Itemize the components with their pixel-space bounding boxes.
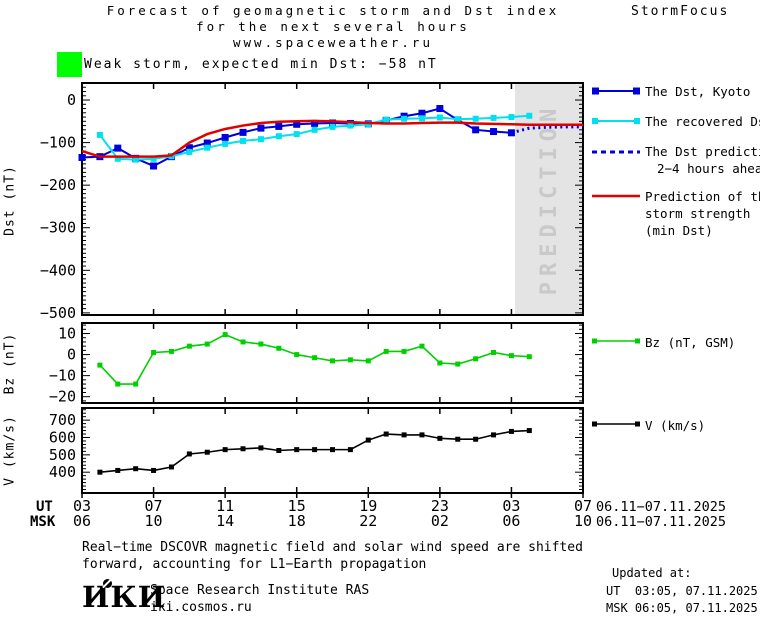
svg-text:−300: −300 xyxy=(40,219,76,237)
svg-text:MSK: MSK xyxy=(30,514,56,530)
svg-text:0: 0 xyxy=(67,346,76,364)
svg-text:10: 10 xyxy=(574,512,592,530)
svg-text:UT: UT xyxy=(36,499,53,515)
svg-text:02: 02 xyxy=(431,512,449,530)
v-axis-label: V (km/s) xyxy=(2,415,18,486)
svg-text:−200: −200 xyxy=(40,176,76,194)
svg-text:06: 06 xyxy=(73,512,91,530)
storm-status-text: Weak storm, expected min Dst: −58 nT xyxy=(84,57,438,72)
legend-v-label: V (km/s) xyxy=(645,418,706,433)
storm-level-swatch xyxy=(57,52,82,77)
site-link[interactable]: www.spaceweather.ru xyxy=(233,35,433,50)
brand-label: StormFocus xyxy=(631,4,730,19)
footer-note-line1: Real−time DSCOVR magnetic field and sola… xyxy=(82,540,583,555)
svg-text:15: 15 xyxy=(288,497,306,515)
dst-axis-label: Dst (nT) xyxy=(2,165,18,236)
footer-note-line2: forward, accounting for L1−Earth propaga… xyxy=(82,557,427,572)
svg-text:400: 400 xyxy=(49,463,76,481)
legend-dst-kyoto-label: The Dst, Kyoto xyxy=(645,84,751,99)
svg-text:18: 18 xyxy=(288,512,306,530)
svg-text:06.11−07.11.2025: 06.11−07.11.2025 xyxy=(596,499,726,515)
title-line-2: for the next several hours xyxy=(196,19,470,34)
svg-text:−100: −100 xyxy=(40,134,76,152)
updated-ut: UT 03:05, 07.11.2025 xyxy=(606,584,758,598)
svg-text:−20: −20 xyxy=(49,388,76,406)
svg-text:06.11−07.11.2025: 06.11−07.11.2025 xyxy=(596,514,726,530)
svg-text:600: 600 xyxy=(49,428,76,446)
legend-bz-label: Bz (nT, GSM) xyxy=(645,335,736,350)
svg-text:03: 03 xyxy=(73,497,91,515)
legend-prediction-label: The Dst prediction 2−4 hours ahead xyxy=(645,144,760,176)
title-line-1: Forecast of geomagnetic storm and Dst in… xyxy=(106,3,560,18)
svg-text:0: 0 xyxy=(67,91,76,109)
svg-text:−10: −10 xyxy=(49,367,76,385)
svg-text:22: 22 xyxy=(359,512,377,530)
iki-logo-leaf-icon xyxy=(103,579,112,588)
svg-text:10: 10 xyxy=(145,512,163,530)
updated-msk: MSK 06:05, 07.11.2025 xyxy=(606,601,758,615)
svg-text:06: 06 xyxy=(502,512,520,530)
svg-text:19: 19 xyxy=(359,497,377,515)
legend-recovered-label: The recovered Dst xyxy=(645,114,760,129)
svg-text:07: 07 xyxy=(145,497,163,515)
svg-text:11: 11 xyxy=(216,497,234,515)
page-title: Forecast of geomagnetic storm and Dst in… xyxy=(83,3,583,51)
institute-site-link[interactable]: iki.cosmos.ru xyxy=(150,600,252,615)
svg-text:PREDICTION: PREDICTION xyxy=(537,103,562,295)
updated-at-label: Updated at: xyxy=(612,566,692,580)
legend-strength-label: Prediction of the storm strength (min Ds… xyxy=(645,189,760,238)
iki-logo: ИКИ xyxy=(82,580,167,614)
svg-text:03: 03 xyxy=(502,497,520,515)
svg-text:−400: −400 xyxy=(40,261,76,279)
svg-text:23: 23 xyxy=(431,497,449,515)
svg-text:−500: −500 xyxy=(40,304,76,322)
svg-text:10: 10 xyxy=(58,325,76,343)
svg-text:700: 700 xyxy=(49,411,76,429)
svg-text:500: 500 xyxy=(49,446,76,464)
bz-axis-label: Bz (nT) xyxy=(2,332,18,395)
svg-text:07: 07 xyxy=(574,497,592,515)
svg-text:14: 14 xyxy=(216,512,234,530)
institute-name: Space Research Institute RAS xyxy=(150,583,370,598)
